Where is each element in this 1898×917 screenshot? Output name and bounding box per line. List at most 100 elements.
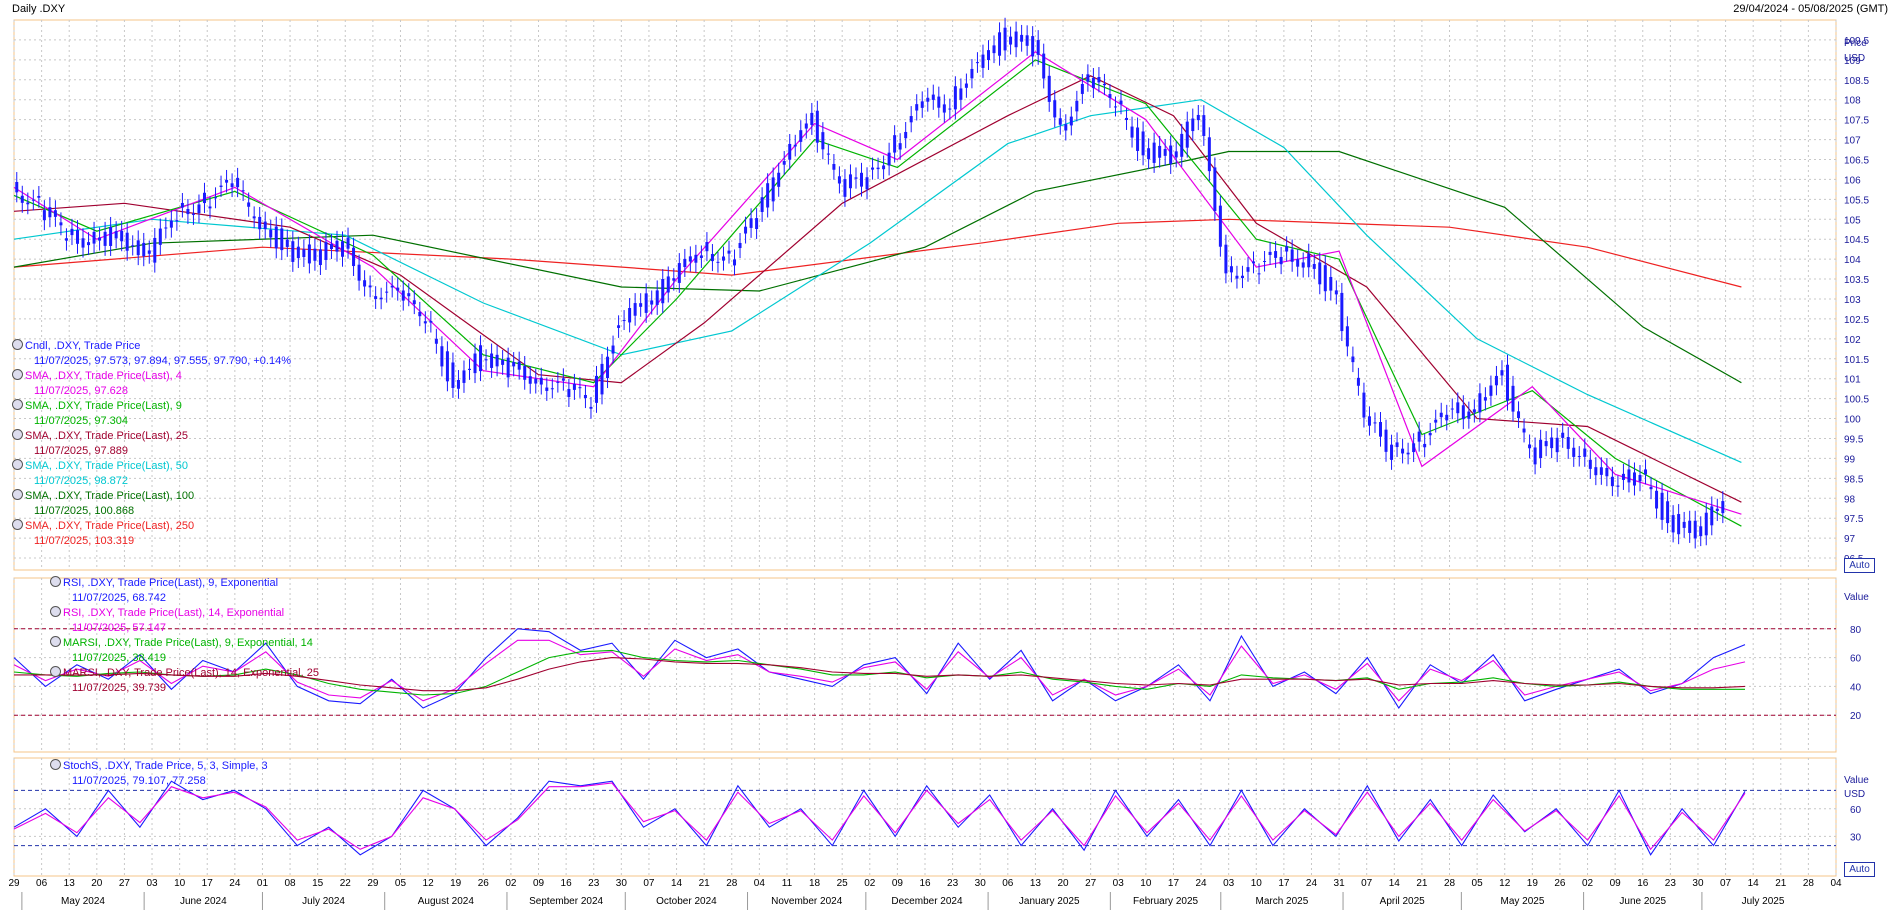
auto-scale-button-stoch[interactable]: Auto (1844, 862, 1875, 877)
candle-body (26, 202, 30, 205)
legend-item[interactable]: SMA, .DXY, Trade Price(Last), 100 11/07/2… (12, 489, 291, 519)
legend-value: 11/07/2025, 103.319 (34, 535, 135, 547)
candle-body (1649, 486, 1653, 490)
candle-body (1533, 447, 1537, 465)
candle-body (1196, 114, 1200, 121)
candle-body (1147, 148, 1151, 160)
candle-body (42, 210, 46, 221)
candle-body (1097, 77, 1101, 83)
candle-body (363, 280, 367, 287)
candle-body (1528, 444, 1532, 449)
candle-body (186, 209, 190, 215)
candle-body (1285, 246, 1289, 252)
x-day-label: 27 (119, 878, 131, 889)
candle-body (1290, 249, 1294, 262)
candle-body (1594, 467, 1598, 476)
candle-body (1318, 262, 1322, 285)
legend-item[interactable]: MARSI, .DXY, Trade Price(Last), 14, Expo… (50, 666, 319, 696)
price-tick-label: 107.5 (1844, 116, 1869, 127)
candle-body (1478, 393, 1482, 413)
x-day-label: 03 (146, 878, 158, 889)
x-day-label: 15 (312, 878, 324, 889)
legend-label: SMA, .DXY, Trade Price(Last), 50 (25, 460, 189, 472)
price-tick-label: 107 (1844, 136, 1861, 147)
candle-body (142, 242, 146, 257)
candle-body (1644, 469, 1648, 475)
candle-body (893, 135, 897, 153)
candle-body (589, 406, 593, 409)
sma-100-line (13, 150, 1742, 384)
candle-body (788, 143, 792, 160)
x-day-label: 26 (478, 878, 490, 889)
candle-body (1561, 432, 1565, 438)
candle-body (1340, 292, 1344, 332)
candle-body (572, 383, 576, 390)
rsi-legend: RSI, .DXY, Trade Price(Last), 9, Exponen… (50, 576, 319, 696)
price-tick-label: 105.5 (1844, 195, 1869, 206)
candle-body (815, 110, 819, 143)
candle-body (650, 300, 654, 305)
candle-body (738, 242, 742, 249)
candle-body (1080, 84, 1084, 94)
candle-body (1334, 290, 1338, 295)
legend-item[interactable]: SMA, .DXY, Trade Price(Last), 25 11/07/20… (12, 429, 291, 459)
candle-body (1456, 402, 1460, 414)
candle-body (20, 195, 24, 203)
x-month-label: September 2024 (529, 896, 603, 907)
price-tick-label: 103.5 (1844, 275, 1869, 286)
candle-body (1550, 437, 1554, 449)
candle-body (1174, 151, 1178, 158)
rsi-14-line (13, 639, 1746, 702)
candle-body (1638, 475, 1642, 482)
price-tick-label: 106.5 (1844, 155, 1869, 166)
price-tick-label: 100 (1844, 415, 1861, 426)
legend-value: 11/07/2025, 38.419 (72, 652, 166, 664)
candle-body (109, 226, 113, 246)
x-day-label: 21 (1416, 878, 1428, 889)
legend-item[interactable]: SMA, .DXY, Trade Price(Last), 9 11/07/202… (12, 399, 291, 429)
legend-item[interactable]: MARSI, .DXY, Trade Price(Last), 9, Expon… (50, 636, 319, 666)
candle-body (1274, 251, 1278, 258)
date-range: 29/04/2024 - 05/08/2025 (GMT) (1733, 3, 1888, 15)
candle-body (804, 123, 808, 129)
candle-body (854, 177, 858, 179)
legend-item[interactable]: SMA, .DXY, Trade Price(Last), 4 11/07/202… (12, 369, 291, 399)
candle-body (418, 311, 422, 317)
x-day-label: 30 (616, 878, 628, 889)
legend-item[interactable]: RSI, .DXY, Trade Price(Last), 14, Expone… (50, 606, 319, 636)
auto-scale-button[interactable]: Auto (1844, 558, 1875, 573)
candle-body (1136, 127, 1140, 151)
candle-body (1119, 100, 1123, 105)
legend-item[interactable]: Cndl, .DXY, Trade Price 11/07/2025, 97.57… (12, 339, 291, 369)
candle-body (412, 300, 416, 305)
legend-item[interactable]: SMA, .DXY, Trade Price(Last), 250 11/07/2… (12, 519, 291, 549)
rsi-tick-label: 40 (1850, 682, 1862, 693)
candle-body (1125, 117, 1129, 120)
candle-body (672, 278, 676, 281)
candle-body (114, 231, 118, 239)
candle-body (1417, 431, 1421, 442)
stoch-axis-title: Value (1844, 775, 1869, 786)
candle-body (1655, 490, 1659, 509)
legend-label: RSI, .DXY, Trade Price(Last), 9, Exponen… (63, 577, 279, 589)
legend-item[interactable]: RSI, .DXY, Trade Price(Last), 9, Exponen… (50, 576, 319, 606)
x-day-label: 13 (64, 878, 76, 889)
x-day-label: 06 (1002, 878, 1014, 889)
legend-item[interactable]: StochS, .DXY, Trade Price, 5, 3, Simple,… (50, 759, 268, 789)
candle-body (214, 197, 218, 199)
candle-body (959, 88, 963, 100)
candle-body (512, 362, 516, 367)
candle-body (1539, 439, 1543, 459)
candle-body (904, 131, 908, 139)
candle-body (1677, 514, 1681, 535)
candle-body (247, 202, 251, 207)
indicator-icon (12, 519, 23, 530)
candle-body (594, 375, 598, 403)
candle-body (368, 285, 372, 288)
legend-item[interactable]: SMA, .DXY, Trade Price(Last), 50 11/07/20… (12, 459, 291, 489)
candle-body (837, 176, 841, 184)
x-day-label: 23 (947, 878, 959, 889)
candle-body (1412, 443, 1416, 453)
candle-body (1522, 428, 1526, 433)
candle-body (1688, 520, 1692, 533)
